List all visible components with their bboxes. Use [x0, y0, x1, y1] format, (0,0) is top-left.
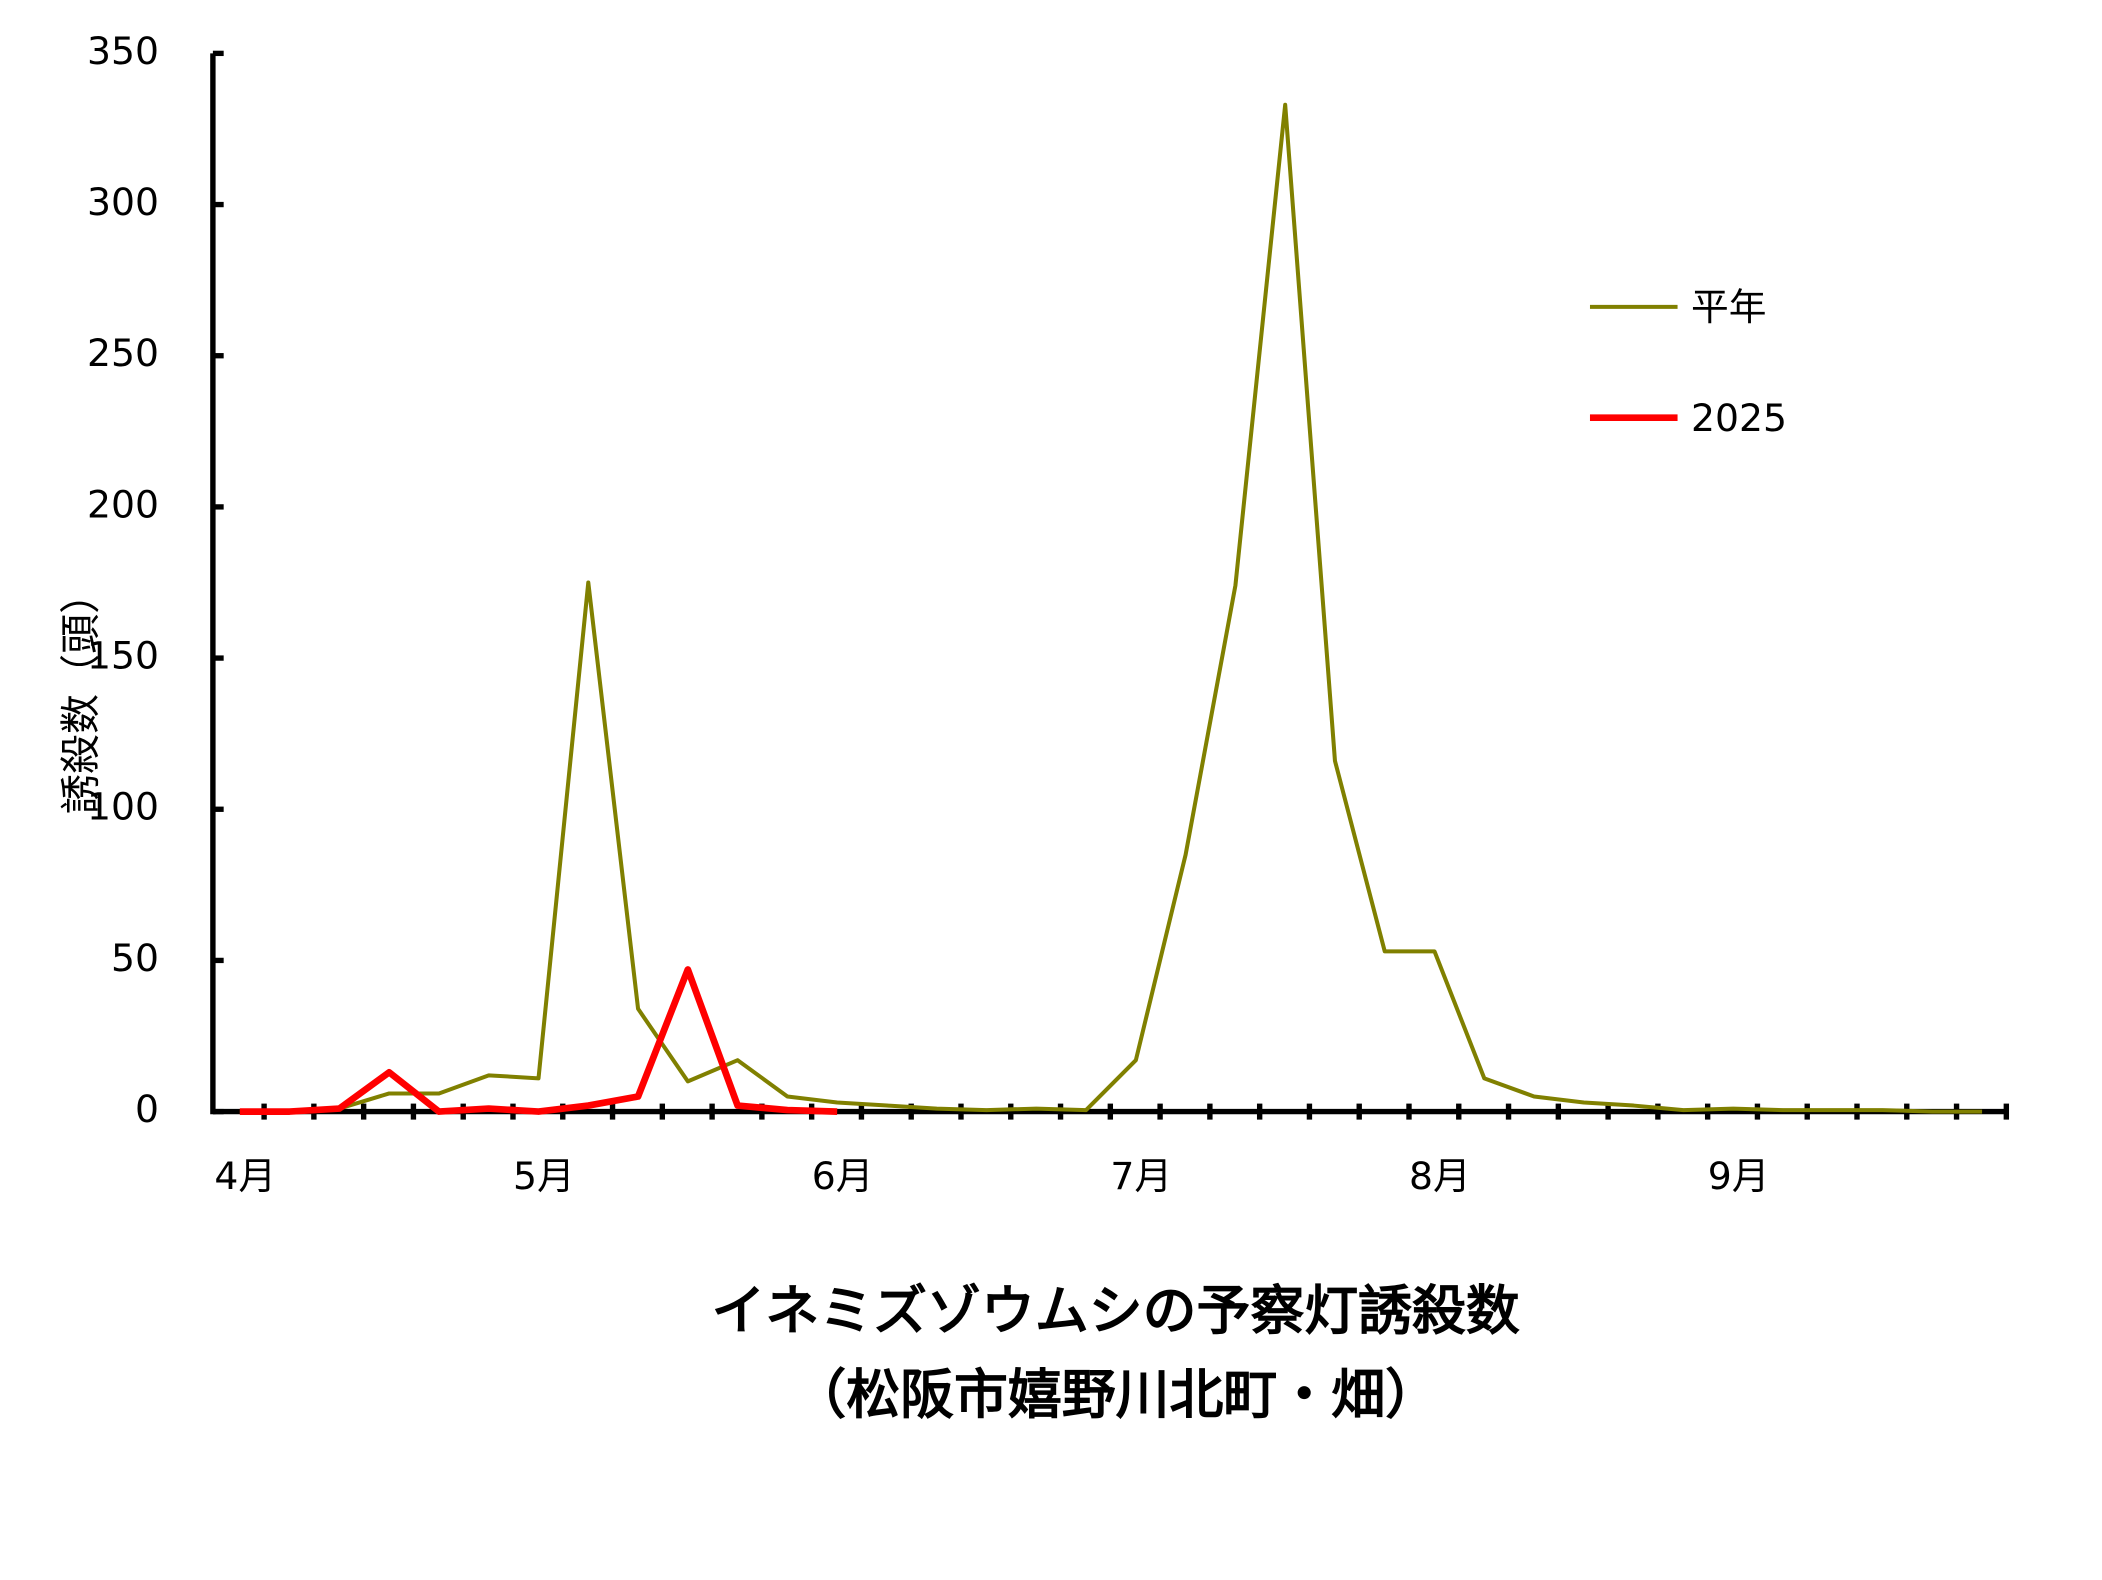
series-line — [239, 966, 838, 1115]
x-tick-label: 8月 — [1409, 1154, 1471, 1198]
y-tick-label: 50 — [111, 936, 159, 980]
y-tick-label: 150 — [87, 634, 159, 678]
chart-subtitle: （松阪市嬉野川北町・畑） — [792, 1363, 1439, 1426]
y-tick-label: 250 — [87, 331, 159, 375]
legend-label: 平年 — [1691, 285, 1766, 329]
y-tick-label: 100 — [87, 785, 159, 829]
legend-label: 2025 — [1691, 396, 1787, 440]
series-line — [239, 102, 1983, 1114]
y-axis-label: 誘殺数（頭） — [58, 574, 104, 814]
y-tick-label: 300 — [87, 180, 159, 224]
x-tick-label: 9月 — [1708, 1154, 1770, 1198]
x-tick-label: 4月 — [214, 1154, 276, 1198]
y-tick-label: 200 — [87, 483, 159, 527]
x-tick-label: 5月 — [513, 1154, 575, 1198]
x-tick-label: 6月 — [812, 1154, 874, 1198]
chart-title: イネミズゾウムシの予察灯誘殺数 — [712, 1279, 1521, 1342]
y-tick-label: 350 — [87, 29, 159, 73]
y-tick-label: 0 — [135, 1087, 159, 1131]
x-tick-label: 7月 — [1110, 1154, 1172, 1198]
